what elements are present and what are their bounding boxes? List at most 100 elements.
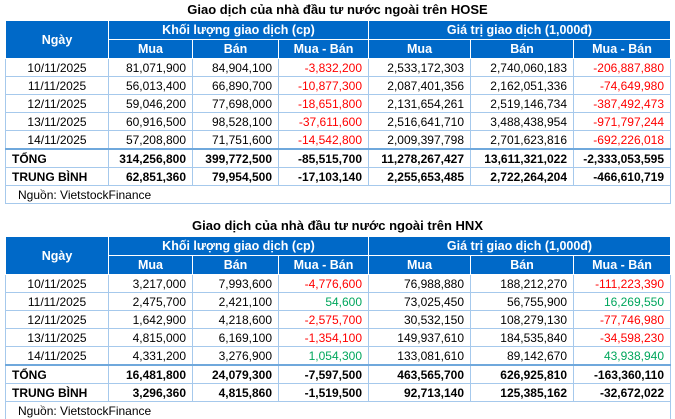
- value-cell: -163,360,110: [573, 364, 672, 384]
- value-cell: 3,276,900: [192, 346, 279, 366]
- value-cell: -7,597,500: [277, 364, 370, 384]
- column-header-volume-net: Mua - Bán: [277, 255, 370, 275]
- value-cell: 11,278,267,427: [368, 148, 472, 168]
- row-label: TRUNG BÌNH: [5, 383, 109, 402]
- value-cell: 3,217,000: [108, 274, 193, 293]
- value-cell: 2,740,060,183: [470, 58, 575, 77]
- value-cell: 30,532,150: [368, 310, 472, 329]
- column-header-volume-net: Mua - Bán: [277, 39, 370, 59]
- value-cell: 2,516,641,710: [368, 112, 472, 131]
- value-cell: -32,672,022: [573, 383, 672, 402]
- value-cell: 16,481,800: [108, 364, 193, 384]
- data-row: 12/11/2025 59,046,200 77,698,000 -18,651,80…: [5, 94, 672, 113]
- value-cell: 2,475,700: [108, 292, 193, 311]
- column-header-value-net: Mua - Bán: [573, 255, 672, 275]
- data-row: 11/11/2025 56,013,400 66,890,700 -10,877,30…: [5, 76, 672, 95]
- date-cell: 10/11/2025: [5, 58, 109, 77]
- column-header-volume-sell: Bán: [192, 39, 279, 59]
- hnx-table-title: Giao dịch của nhà đầu tư nước ngoài trên…: [192, 218, 483, 233]
- value-cell: -206,887,880: [573, 58, 672, 77]
- average-row: TRUNG BÌNH 3,296,360 4,815,860 -1,519,500 92…: [5, 383, 672, 402]
- data-row: 11/11/2025 2,475,700 2,421,100 54,600 73,025…: [5, 292, 672, 311]
- value-cell: -971,797,244: [573, 112, 672, 131]
- value-cell: 2,255,653,485: [368, 167, 472, 186]
- value-cell: -4,776,600: [277, 274, 370, 293]
- row-label: TỔNG: [5, 364, 109, 384]
- value-cell: 2,421,100: [192, 292, 279, 311]
- value-cell: -1,354,100: [277, 328, 370, 347]
- hose-table-body: 10/11/2025 81,071,900 84,904,100 -3,832,200…: [4, 58, 672, 204]
- value-cell: 4,218,600: [192, 310, 279, 329]
- value-cell: 77,698,000: [192, 94, 279, 113]
- value-cell: -2,333,053,595: [573, 148, 672, 168]
- value-cell: -18,651,800: [277, 94, 370, 113]
- source-row: Nguồn: VietstockFinance: [4, 401, 672, 419]
- data-row: 12/11/2025 1,642,900 4,218,600 -2,575,700 30…: [5, 310, 672, 329]
- hose-table: Ngày Khối lượng giao dịch (cp) Giá trị g…: [4, 20, 672, 204]
- value-cell: 1,054,300: [277, 346, 370, 366]
- value-cell: 2,722,264,204: [470, 167, 575, 186]
- value-cell: 184,535,840: [470, 328, 575, 347]
- source-label: Nguồn: VietstockFinance: [4, 185, 672, 204]
- value-cell: -74,649,980: [573, 76, 672, 95]
- column-group-volume: Khối lượng giao dịch (cp): [107, 236, 370, 256]
- column-header-date: Ngày: [5, 236, 109, 275]
- average-row: TRUNG BÌNH 62,851,360 79,954,500 -17,103,14…: [5, 167, 672, 186]
- total-row: TỔNG 16,481,800 24,079,300 -7,597,500 463,56…: [5, 364, 672, 384]
- value-cell: 56,755,900: [470, 292, 575, 311]
- value-cell: 60,916,500: [108, 112, 193, 131]
- date-cell: 11/11/2025: [5, 292, 109, 311]
- value-cell: -37,611,600: [277, 112, 370, 131]
- value-cell: 43,938,940: [573, 346, 672, 366]
- data-row: 10/11/2025 81,071,900 84,904,100 -3,832,200…: [5, 58, 672, 77]
- column-group-volume: Khối lượng giao dịch (cp): [107, 20, 370, 40]
- column-header-value-buy: Mua: [368, 39, 472, 59]
- value-cell: -2,575,700: [277, 310, 370, 329]
- value-cell: -85,515,700: [277, 148, 370, 168]
- hnx-table-body: 10/11/2025 3,217,000 7,993,600 -4,776,600 76…: [4, 274, 672, 419]
- data-row: 10/11/2025 3,217,000 7,993,600 -4,776,600 76…: [5, 274, 672, 293]
- source-row: Nguồn: VietstockFinance: [4, 185, 672, 204]
- date-cell: 12/11/2025: [5, 310, 109, 329]
- value-cell: 89,142,670: [470, 346, 575, 366]
- value-cell: 56,013,400: [108, 76, 193, 95]
- value-cell: 81,071,900: [108, 58, 193, 77]
- hose-table-title: Giao dịch của nhà đầu tư nước ngoài trên…: [187, 2, 488, 17]
- value-cell: 125,385,162: [470, 383, 575, 402]
- value-cell: 54,600: [277, 292, 370, 311]
- value-cell: 314,256,800: [108, 148, 193, 168]
- value-cell: 4,815,000: [108, 328, 193, 347]
- value-cell: 2,519,146,734: [470, 94, 575, 113]
- value-cell: 59,046,200: [108, 94, 193, 113]
- value-cell: -111,223,390: [573, 274, 672, 293]
- value-cell: 463,565,700: [368, 364, 472, 384]
- value-cell: -3,832,200: [277, 58, 370, 77]
- column-header-value-net: Mua - Bán: [573, 39, 672, 59]
- date-cell: 14/11/2025: [5, 346, 109, 366]
- data-row: 14/11/2025 57,208,800 71,751,600 -14,542,80…: [5, 130, 672, 150]
- column-header-volume-sell: Bán: [192, 255, 279, 275]
- value-cell: 108,279,130: [470, 310, 575, 329]
- column-header-value-sell: Bán: [470, 39, 575, 59]
- value-cell: -466,610,719: [573, 167, 672, 186]
- data-row: 13/11/2025 60,916,500 98,528,100 -37,611,60…: [5, 112, 672, 131]
- date-cell: 14/11/2025: [5, 130, 109, 150]
- data-row: 14/11/2025 4,331,200 3,276,900 1,054,300 133…: [5, 346, 672, 366]
- value-cell: -1,519,500: [277, 383, 370, 402]
- hnx-table: Ngày Khối lượng giao dịch (cp) Giá trị g…: [4, 236, 672, 419]
- value-cell: 98,528,100: [192, 112, 279, 131]
- value-cell: 6,169,100: [192, 328, 279, 347]
- value-cell: 133,081,610: [368, 346, 472, 366]
- value-cell: 84,904,100: [192, 58, 279, 77]
- value-cell: 188,212,270: [470, 274, 575, 293]
- value-cell: 16,269,550: [573, 292, 672, 311]
- date-cell: 10/11/2025: [5, 274, 109, 293]
- row-label: TRUNG BÌNH: [5, 167, 109, 186]
- date-cell: 12/11/2025: [5, 94, 109, 113]
- value-cell: 7,993,600: [192, 274, 279, 293]
- value-cell: -14,542,800: [277, 130, 370, 150]
- value-cell: 92,713,140: [368, 383, 472, 402]
- hnx-table-header: Ngày Khối lượng giao dịch (cp) Giá trị g…: [5, 236, 672, 275]
- value-cell: -387,492,473: [573, 94, 672, 113]
